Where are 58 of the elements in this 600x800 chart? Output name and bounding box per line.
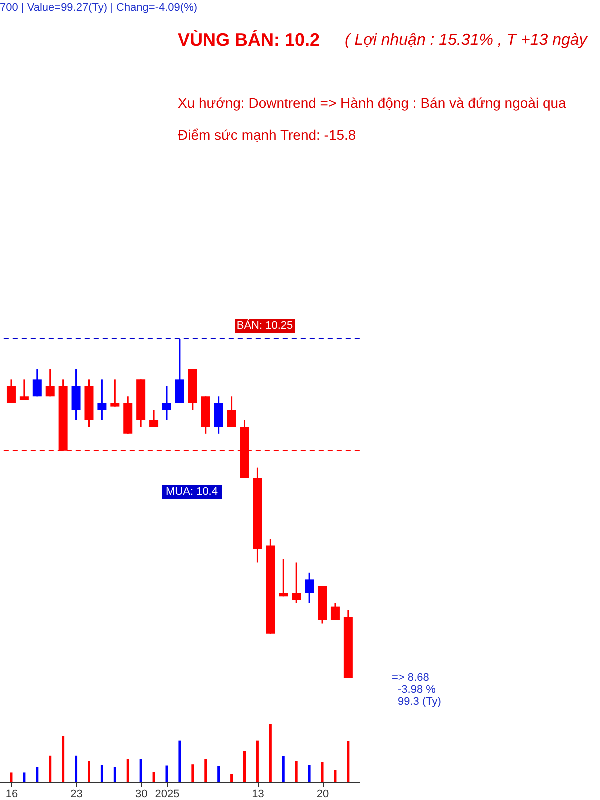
text: Điểm sức mạnh Trend: -15.8	[178, 127, 356, 143]
text: ( Lợi nhuận : 15.31% , T +13 ngày	[345, 32, 588, 50]
bar	[256, 740, 259, 782]
bar	[10, 772, 13, 782]
x-tick-label: 13	[252, 788, 264, 800]
candlestick	[20, 378, 29, 401]
candlestick	[72, 368, 81, 422]
x-tick-label: 2025	[155, 788, 180, 800]
bar	[230, 774, 234, 782]
annotation: MUA: 10.4	[166, 486, 218, 498]
candlestick	[162, 386, 172, 422]
bar	[166, 766, 168, 782]
bar	[204, 759, 208, 782]
bar	[140, 759, 142, 782]
bar	[114, 768, 116, 782]
text: Xu hướng: Downtrend => Hành động : Bán và đứng ngoài qua	[178, 95, 566, 111]
bar	[347, 741, 350, 782]
x-tick-label: 20	[316, 788, 330, 800]
text: -3.98 %	[398, 684, 436, 696]
bar	[100, 765, 104, 782]
candlestick	[6, 378, 16, 404]
candlestick	[305, 572, 314, 604]
bar	[295, 761, 298, 782]
candlestick	[330, 602, 340, 622]
bar	[126, 759, 130, 782]
candlestick	[32, 368, 42, 398]
candlestick	[175, 338, 184, 404]
bar	[269, 724, 272, 782]
x-tick-label: 30	[135, 788, 148, 800]
candlestick	[46, 368, 55, 398]
bar	[192, 764, 194, 782]
x-tick-label: 23	[70, 788, 83, 800]
bar	[282, 756, 285, 782]
text: 99.3 (Ty)	[398, 696, 442, 708]
bar	[75, 756, 78, 782]
bar	[334, 770, 337, 782]
bar	[218, 766, 220, 782]
chart-title: VÙNG BÁN: 10.2	[178, 30, 320, 51]
text: => 8.68	[392, 672, 430, 684]
bar	[62, 736, 65, 782]
candlestick	[227, 396, 236, 428]
candlestick	[98, 378, 107, 422]
x-tick-label: 16	[6, 788, 18, 800]
bar	[152, 772, 156, 782]
bar	[36, 768, 39, 782]
bar	[49, 756, 52, 782]
text: BÁN: 10.25	[236, 319, 294, 332]
candlestick	[214, 396, 224, 435]
bar	[321, 762, 324, 782]
bar	[178, 740, 182, 782]
text: 700 | Value=99.27(Ty) | Chang=-4.09(%)	[0, 2, 198, 14]
candlestick	[110, 378, 120, 408]
candlestick	[150, 409, 159, 428]
bar	[244, 751, 246, 782]
bar	[308, 765, 311, 782]
bar	[23, 772, 26, 782]
candlestick	[292, 562, 302, 604]
bar	[88, 761, 90, 782]
